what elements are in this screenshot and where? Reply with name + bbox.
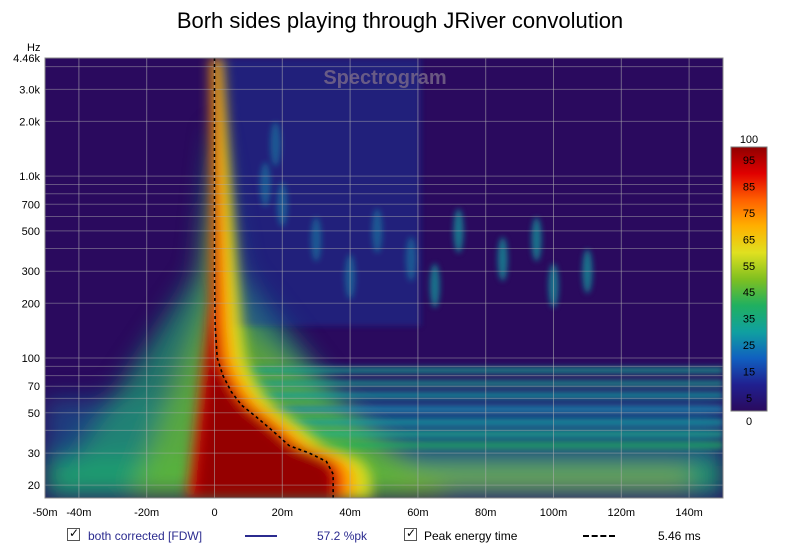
- x-tick-label: 60m: [407, 507, 428, 519]
- y-tick-label: 500: [22, 226, 40, 238]
- y-axis-unit: Hz: [27, 42, 40, 54]
- colorbar-tick-label: 45: [743, 287, 755, 299]
- y-tick-label: 50: [28, 408, 40, 420]
- x-tick-label: 80m: [475, 507, 496, 519]
- colorbar-tick-label: 25: [743, 340, 755, 352]
- series2-value: 5.46 ms: [658, 529, 701, 543]
- y-tick-label: 100: [22, 353, 40, 365]
- y-tick-label: 700: [22, 199, 40, 211]
- chart-title: Borh sides playing through JRiver convol…: [176, 8, 624, 33]
- series1-value: 57.2 %pk: [317, 529, 368, 543]
- x-tick-label: -40m: [66, 507, 91, 519]
- peak-energy-curve: [213, 58, 334, 498]
- x-tick-label: 0: [211, 507, 217, 519]
- series1-checkbox[interactable]: [67, 526, 80, 541]
- series1-swatch: [245, 535, 277, 537]
- colorbar: [730, 146, 768, 412]
- x-tick-label: 40m: [339, 507, 360, 519]
- series2-swatch: [583, 535, 615, 537]
- decay-tail: [187, 58, 723, 498]
- x-tick-label: 120m: [608, 507, 636, 519]
- x-tick-label: -50m: [32, 507, 57, 519]
- hf-reflections: [217, 58, 593, 326]
- colorbar-tick-label: 55: [743, 261, 755, 273]
- y-tick-label: 2.0k: [19, 116, 40, 128]
- colorbar-tick-label: 75: [743, 208, 755, 220]
- spectrogram-chart: Spectrogram -50m -40m -20m 0 20m 40m 60m 80m 100…: [13, 42, 768, 519]
- colorbar-top-label: 100: [740, 134, 758, 146]
- x-tick-label: -20m: [134, 507, 159, 519]
- y-tick-label: 200: [22, 298, 40, 310]
- colorbar-tick-label: 5: [746, 393, 752, 405]
- colorbar-bottom-label: 0: [746, 416, 752, 428]
- plot-border: [44, 57, 724, 499]
- series2-label: Peak energy time: [424, 529, 518, 543]
- legend: both corrected [FDW] 57.2 %pk Peak energ…: [0, 526, 800, 545]
- series2-checkbox[interactable]: [404, 526, 417, 541]
- colorbar-tick-label: 65: [743, 234, 755, 246]
- y-tick-label: 3.0k: [19, 84, 40, 96]
- x-tick-label: 100m: [540, 507, 568, 519]
- x-tick-label: 140m: [675, 507, 703, 519]
- spectrogram-watermark: Spectrogram: [323, 67, 446, 89]
- x-tick-label: 20m: [272, 507, 293, 519]
- colorbar-tick-label: 35: [743, 314, 755, 326]
- y-tick-label: 30: [28, 448, 40, 460]
- y-tick-label: 4.46k: [13, 53, 40, 65]
- y-tick-label: 20: [28, 480, 40, 492]
- y-tick-label: 1.0k: [19, 171, 40, 183]
- colorbar-tick-label: 85: [743, 182, 755, 194]
- y-tick-label: 70: [28, 381, 40, 393]
- colorbar-tick-label: 95: [743, 155, 755, 167]
- series1-label: both corrected [FDW]: [88, 529, 203, 543]
- y-tick-label: 300: [22, 266, 40, 278]
- colorbar-tick-label: 15: [743, 366, 755, 378]
